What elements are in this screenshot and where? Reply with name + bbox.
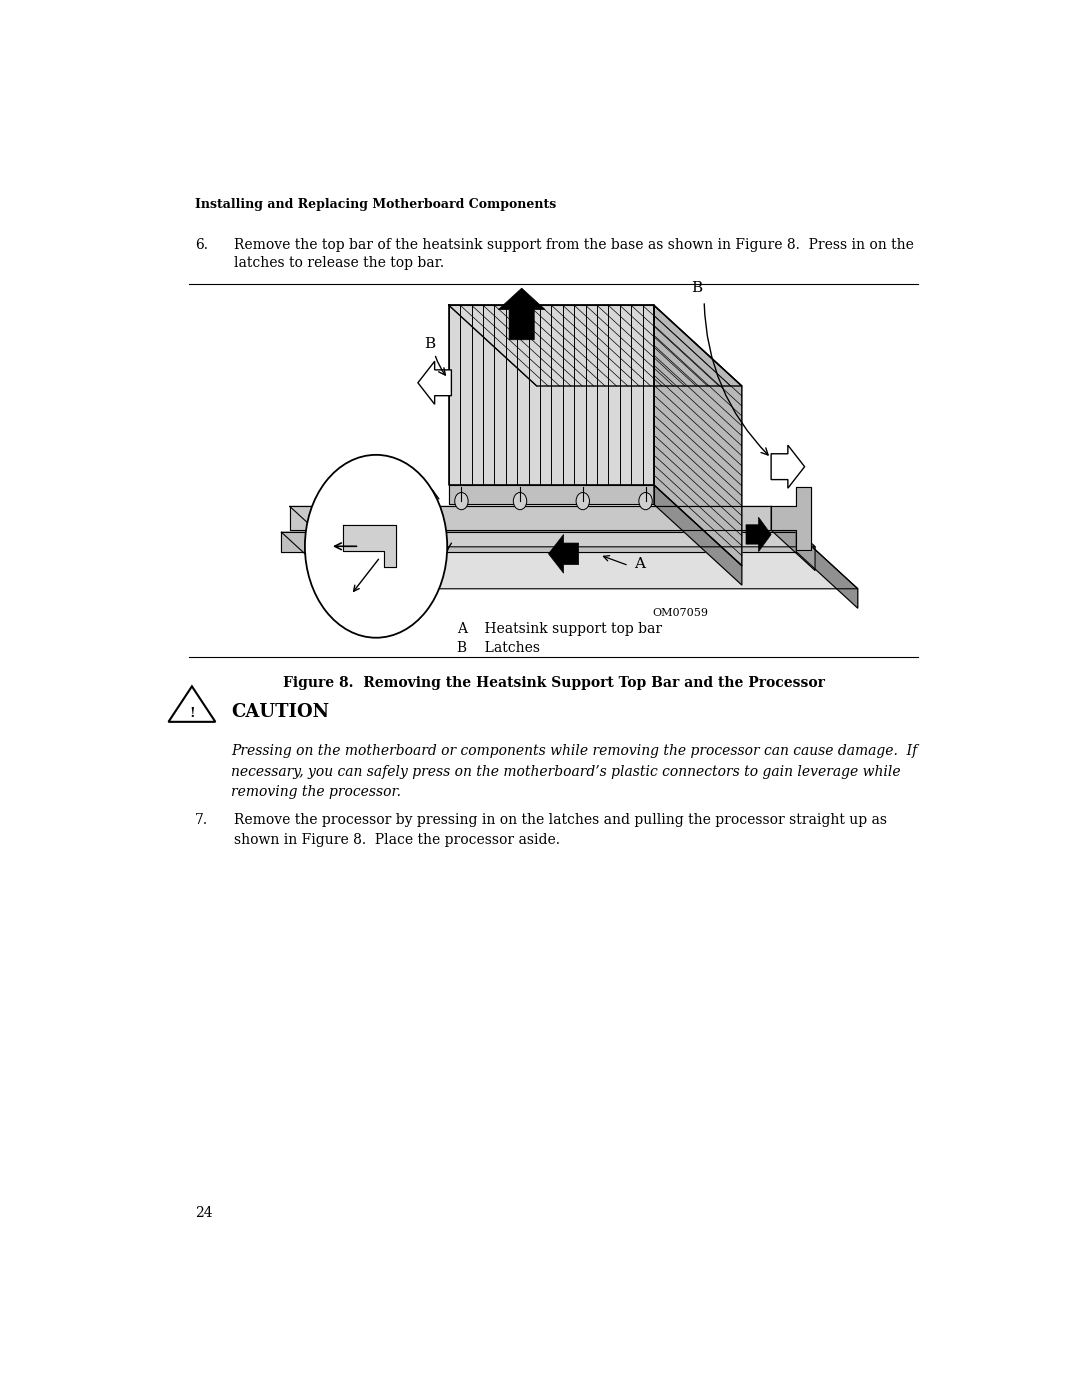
Polygon shape — [771, 507, 815, 570]
Text: Figure 8.  Removing the Heatsink Support Top Bar and the Processor: Figure 8. Removing the Heatsink Support … — [283, 676, 824, 690]
Polygon shape — [289, 507, 815, 546]
Polygon shape — [282, 532, 858, 588]
Text: B    Latches: B Latches — [457, 641, 540, 655]
Polygon shape — [549, 535, 579, 573]
Text: Remove the processor by pressing in on the latches and pulling the processor str: Remove the processor by pressing in on t… — [233, 813, 887, 847]
Polygon shape — [746, 517, 771, 552]
Text: A: A — [634, 557, 645, 571]
Polygon shape — [653, 306, 742, 566]
Text: Pressing on the motherboard or components while removing the processor can cause: Pressing on the motherboard or component… — [231, 745, 918, 799]
Text: !: ! — [189, 707, 194, 719]
Polygon shape — [771, 488, 811, 549]
Circle shape — [513, 493, 527, 510]
Polygon shape — [343, 525, 396, 567]
Text: 24: 24 — [195, 1206, 213, 1220]
Text: B: B — [423, 337, 435, 351]
Text: A    Heatsink support top bar: A Heatsink support top bar — [457, 622, 662, 636]
Text: CAUTION: CAUTION — [231, 703, 329, 721]
Circle shape — [305, 455, 447, 637]
Circle shape — [639, 493, 652, 510]
Text: Remove the top bar of the heatsink support from the base as shown in Figure 8.  : Remove the top bar of the heatsink suppo… — [233, 237, 914, 270]
Text: 7.: 7. — [195, 813, 208, 827]
Polygon shape — [449, 306, 653, 485]
Polygon shape — [449, 485, 653, 504]
Polygon shape — [418, 362, 451, 404]
Polygon shape — [282, 532, 796, 552]
Polygon shape — [449, 306, 742, 386]
Text: OM07059: OM07059 — [652, 608, 708, 617]
Text: Installing and Replacing Motherboard Components: Installing and Replacing Motherboard Com… — [195, 198, 556, 211]
Text: B: B — [691, 281, 703, 295]
Polygon shape — [771, 446, 805, 488]
Polygon shape — [796, 532, 858, 608]
Polygon shape — [653, 485, 742, 585]
Circle shape — [455, 493, 468, 510]
Polygon shape — [289, 507, 771, 529]
Text: 6.: 6. — [195, 237, 208, 251]
Circle shape — [576, 493, 590, 510]
Polygon shape — [498, 288, 545, 339]
